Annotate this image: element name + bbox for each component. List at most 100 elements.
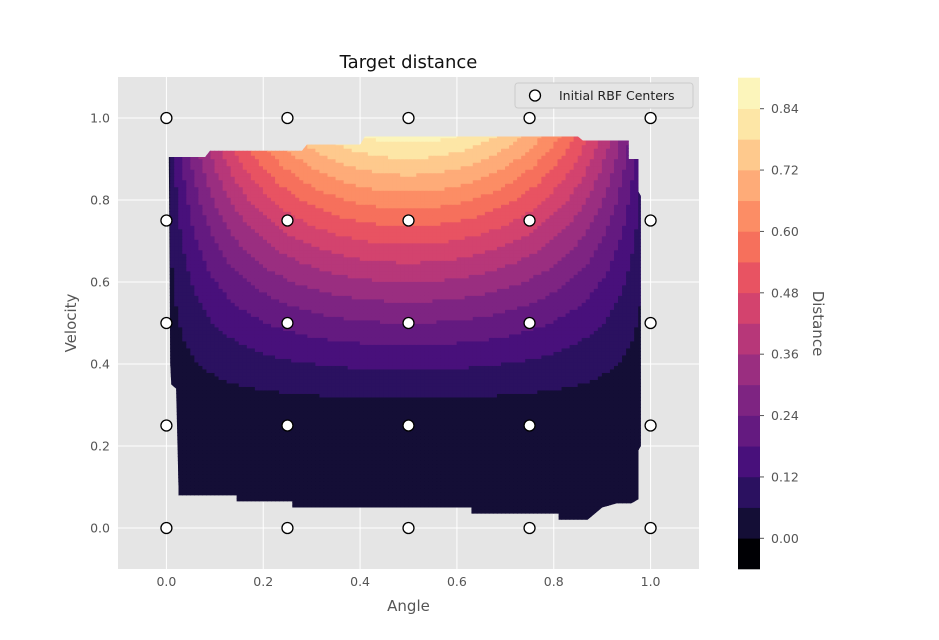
contour-cell (488, 473, 494, 479)
contour-cell (383, 375, 389, 380)
contour-cell (218, 372, 224, 377)
contour-cell (428, 470, 434, 475)
contour-cell (234, 477, 240, 482)
contour-cell (448, 480, 454, 486)
contour-cell (271, 498, 276, 503)
contour-cell (460, 375, 466, 380)
contour-cell (299, 407, 304, 412)
contour-cell (283, 456, 288, 461)
contour-cell (500, 449, 506, 454)
contour-cell (254, 442, 260, 447)
contour-cell (613, 417, 619, 422)
contour-cell (529, 410, 534, 415)
contour-cell (601, 487, 607, 493)
contour-cell (613, 410, 619, 415)
contour-cell (190, 379, 195, 384)
contour-cell (585, 414, 591, 419)
contour-cell (230, 421, 236, 426)
contour-cell (339, 487, 345, 493)
contour-cell (476, 421, 482, 426)
contour-cell (375, 484, 381, 489)
contour-cell (416, 452, 421, 458)
contour-cell (303, 449, 308, 454)
contour-cell (230, 396, 236, 401)
contour-cell (541, 424, 546, 430)
contour-cell (521, 400, 526, 405)
contour-cell (529, 477, 534, 482)
contour-cell (484, 393, 490, 398)
contour-cell (541, 417, 546, 422)
contour-cell (577, 407, 583, 412)
contour-cell (319, 449, 325, 454)
contour-cell (234, 372, 240, 377)
contour-cell (392, 431, 397, 437)
contour-cell (226, 491, 232, 496)
contour-cell (327, 431, 333, 437)
contour-cell (593, 494, 599, 500)
contour-cell (408, 386, 413, 391)
contour-cell (448, 442, 454, 447)
contour-cell (533, 375, 538, 380)
contour-cell (218, 491, 224, 496)
contour-cell (626, 428, 631, 433)
contour-cell (484, 473, 490, 479)
contour-cell (549, 505, 555, 510)
contour-cell (484, 508, 490, 514)
contour-cell (513, 393, 518, 398)
contour-cell (210, 456, 216, 461)
contour-cell (605, 459, 611, 465)
contour-cell (589, 508, 595, 514)
contour-cell (271, 442, 276, 447)
contour-cell (577, 449, 583, 454)
contour-cell (549, 421, 555, 426)
contour-cell (291, 414, 296, 419)
contour-cell (597, 382, 603, 387)
contour-cell (371, 400, 377, 405)
contour-cell (210, 414, 216, 419)
contour-cell (432, 463, 438, 468)
contour-cell (303, 407, 308, 412)
contour-cell (234, 389, 240, 394)
contour-cell (541, 403, 546, 408)
contour-cell (517, 403, 522, 408)
contour-cell (359, 382, 365, 387)
contour-cell (412, 445, 417, 451)
contour-cell (210, 445, 216, 451)
contour-cell (242, 372, 248, 377)
contour-cell (254, 386, 260, 391)
contour-cell (331, 393, 337, 398)
contour-cell (319, 452, 325, 458)
contour-cell (339, 421, 345, 426)
contour-cell (388, 466, 393, 472)
contour-cell (218, 484, 224, 489)
contour-cell (460, 445, 466, 451)
contour-cell (533, 414, 538, 419)
contour-cell (585, 379, 591, 384)
contour-cell (250, 431, 256, 437)
contour-cell (500, 452, 506, 458)
contour-cell (371, 442, 377, 447)
contour-cell (396, 386, 401, 391)
contour-cell (424, 407, 429, 412)
contour-cell (303, 473, 308, 479)
contour-cell (275, 396, 280, 401)
contour-cell (363, 466, 369, 472)
contour-cell (634, 410, 639, 415)
contour-cell (537, 508, 542, 514)
contour-cell (392, 449, 397, 454)
contour-cell (480, 480, 486, 486)
contour-cell (347, 487, 353, 493)
contour-cell (323, 431, 329, 437)
contour-cell (283, 459, 288, 465)
contour-cell (392, 473, 397, 479)
contour-cell (250, 393, 256, 398)
contour-cell (404, 407, 409, 412)
contour-cell (557, 477, 563, 482)
contour-cell (408, 438, 413, 444)
contour-cell (396, 442, 401, 447)
contour-cell (569, 505, 575, 510)
contour-cell (440, 410, 446, 415)
contour-cell (331, 372, 337, 377)
contour-cell (206, 375, 212, 380)
contour-cell (432, 459, 438, 465)
